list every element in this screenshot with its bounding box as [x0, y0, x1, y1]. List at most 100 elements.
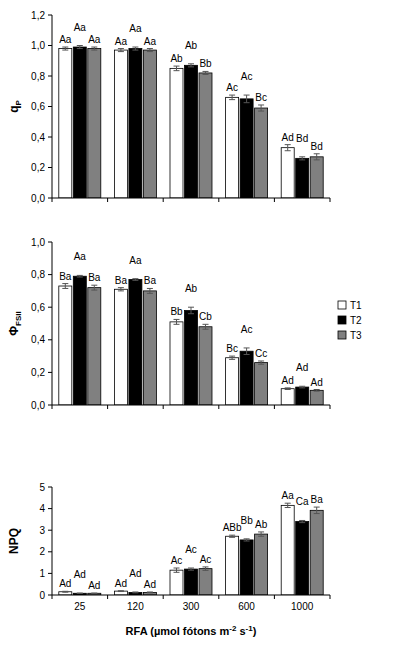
y-axis: [52, 487, 53, 595]
bar-annotation: Aa: [144, 36, 157, 47]
x-tick: [52, 405, 53, 409]
bar-annotation: Ba: [311, 494, 324, 505]
x-tick-label: 600: [238, 601, 255, 612]
error-bar: [314, 507, 320, 513]
x-tick-label: 120: [127, 601, 144, 612]
error-bar: [203, 567, 209, 570]
y-tick: [48, 530, 52, 531]
marks: [59, 275, 323, 405]
bar: [199, 327, 212, 405]
error-bar: [244, 348, 250, 355]
bar: [296, 158, 309, 198]
bar-annotation: Ac: [241, 71, 253, 82]
error-bar: [62, 284, 68, 289]
bar: [170, 68, 183, 198]
x-axis: [52, 405, 330, 406]
error-bar: [188, 568, 194, 570]
error-bar: [77, 275, 83, 277]
bar: [59, 286, 72, 405]
bar: [199, 569, 212, 595]
bar-annotation: Ad: [129, 568, 141, 579]
bar-annotation: Cc: [255, 348, 267, 359]
bar-annotation: Ac: [171, 555, 183, 566]
error-bar: [299, 386, 305, 388]
panel: 0,00,20,40,60,81,01,2AaAaAbAcAdAaAaAbAcB…: [7, 10, 330, 204]
error-bar: [147, 288, 153, 293]
error-bar: [314, 390, 320, 392]
error-bar: [132, 279, 138, 281]
error-bar: [147, 591, 153, 593]
y-tick-label: 1,0: [31, 40, 45, 51]
y-tick: [48, 487, 52, 488]
y-tick: [48, 551, 52, 552]
bar: [143, 291, 156, 405]
bar-annotation: Aa: [282, 490, 295, 501]
legend: T1T2T3: [338, 300, 362, 341]
bar: [296, 387, 309, 405]
error-bar: [62, 591, 68, 593]
panel: 012345251203006001000AdAdAcABbAaAdAdAcBb…: [7, 482, 330, 638]
y-tick-label: 0,0: [31, 400, 45, 411]
bar: [199, 73, 212, 198]
bar-annotation: Bc: [226, 343, 238, 354]
y-tick-label: 0,2: [31, 367, 45, 378]
bar: [185, 65, 198, 198]
legend-swatch: [338, 331, 346, 339]
bar: [240, 99, 253, 198]
error-bar: [188, 64, 194, 67]
y-tick-label: 3: [39, 525, 45, 536]
bar-annotation: Ac: [200, 554, 212, 565]
bar-annotation: Bc: [255, 92, 267, 103]
bar: [240, 540, 253, 595]
bar: [255, 108, 268, 198]
error-bar: [147, 49, 153, 52]
bar-annotation: Bb: [170, 306, 183, 317]
x-tick: [330, 198, 331, 202]
y-tick-label: 0,2: [31, 162, 45, 173]
x-tick: [163, 198, 164, 202]
y-tick-label: 0,0: [31, 193, 45, 204]
bar-annotation: Ad: [74, 569, 86, 580]
error-bar: [258, 361, 264, 364]
x-tick: [274, 405, 275, 409]
bar-annotation: Ac: [241, 324, 253, 335]
error-bar: [118, 288, 124, 291]
bar-annotation: Aa: [115, 36, 128, 47]
y-tick: [48, 15, 52, 16]
y-tick-label: 0: [39, 590, 45, 601]
error-bar: [132, 591, 138, 593]
error-bar: [118, 590, 124, 592]
bar-annotation: Ab: [185, 40, 198, 51]
bar: [255, 363, 268, 405]
y-tick: [48, 573, 52, 574]
bar-annotation: Ba: [59, 271, 72, 282]
x-axis: [52, 595, 330, 596]
bar-annotation: Bd: [296, 133, 308, 144]
x-tick: [274, 595, 275, 599]
bar: [281, 389, 294, 405]
error-bar: [132, 47, 138, 50]
bar: [73, 47, 86, 198]
bar: [114, 289, 127, 405]
y-tick: [48, 595, 52, 596]
error-bar: [244, 95, 250, 103]
bar-annotation: Ba: [88, 272, 101, 283]
bar-annotation: Ad: [282, 132, 294, 143]
y-tick: [48, 45, 52, 46]
error-bar: [299, 520, 305, 522]
bar-annotation: Aa: [59, 34, 72, 45]
bar-annotation: Aa: [88, 34, 101, 45]
y-tick: [48, 198, 52, 199]
x-tick: [52, 198, 53, 202]
bar-annotation: Ba: [144, 275, 157, 286]
bar: [255, 534, 268, 595]
bar-annotation: Aa: [74, 251, 87, 262]
error-bar: [314, 154, 320, 160]
error-bar: [188, 307, 194, 314]
bar: [88, 49, 101, 198]
legend-swatch: [338, 316, 346, 324]
error-bar: [258, 532, 264, 536]
error-bar: [77, 593, 83, 594]
x-tick: [107, 405, 108, 409]
error-bar: [118, 49, 124, 52]
